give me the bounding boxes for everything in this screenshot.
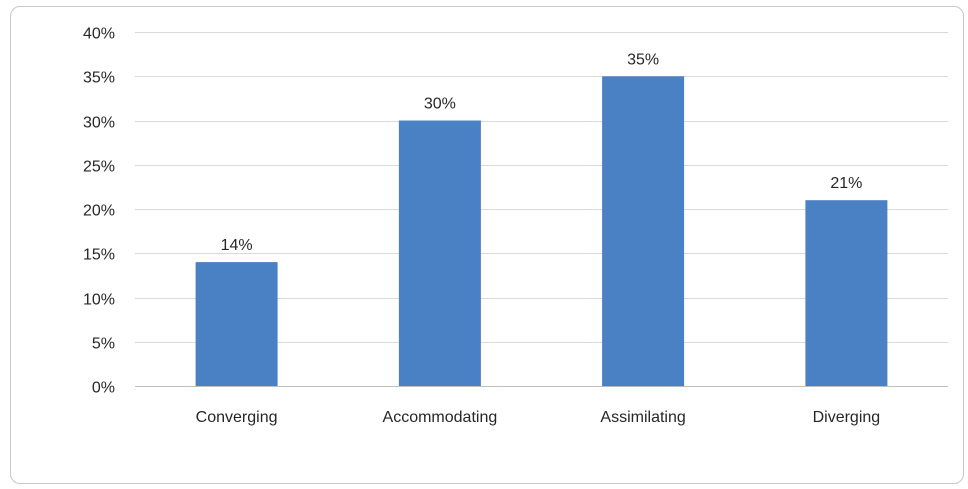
x-tick-label: Accommodating xyxy=(383,409,498,426)
y-tick-label: 25% xyxy=(83,159,115,176)
bar-converging xyxy=(195,262,278,386)
y-tick-label: 20% xyxy=(83,203,115,220)
bar-accommodating xyxy=(398,120,481,386)
data-labels: 14% 30% 35% 21% xyxy=(221,51,863,254)
data-label: 35% xyxy=(627,51,659,68)
bars xyxy=(195,76,888,387)
y-tick-label: 30% xyxy=(83,115,115,132)
x-tick-label: Diverging xyxy=(813,409,881,426)
y-tick-label: 35% xyxy=(83,70,115,87)
x-tick-label: Assimilating xyxy=(600,409,685,426)
chart-frame xyxy=(10,6,964,484)
data-label: 21% xyxy=(830,175,862,192)
y-axis-tick-labels: 0% 5% 10% 15% 20% 25% 30% 35% 40% xyxy=(83,26,115,397)
y-tick-label: 40% xyxy=(83,26,115,43)
x-axis-tick-labels: Converging Accommodating Assimilating Diver… xyxy=(196,409,881,426)
x-tick-label: Converging xyxy=(196,409,278,426)
y-tick-label: 5% xyxy=(92,336,115,353)
data-label: 30% xyxy=(424,96,456,113)
data-label: 14% xyxy=(221,237,253,254)
y-tick-label: 15% xyxy=(83,247,115,264)
bar-diverging xyxy=(805,200,888,386)
y-tick-label: 0% xyxy=(92,380,115,397)
y-tick-label: 10% xyxy=(83,292,115,309)
bar-assimilating xyxy=(602,76,685,387)
